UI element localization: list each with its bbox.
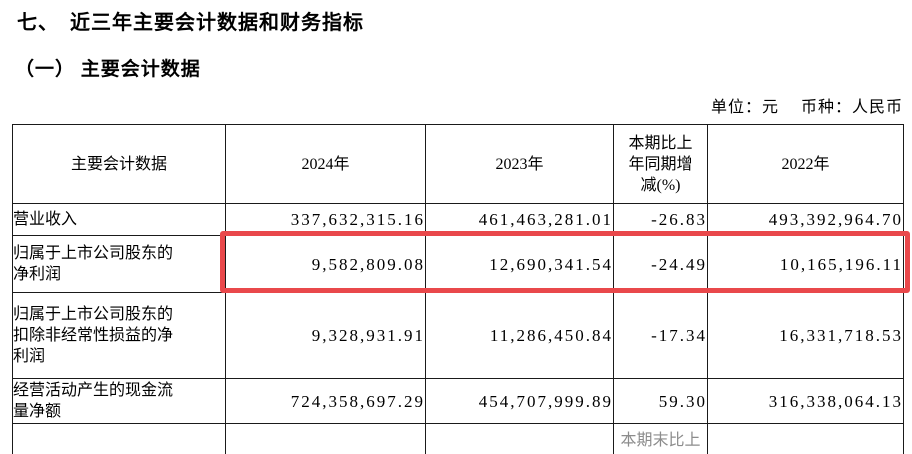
table-body: 营业收入 337,632,315.16 461,463,281.01 -26.8…: [12, 203, 904, 424]
table-header-row: 主要会计数据 2024年 2023年 本期比上年同期增减(%) 2022年: [12, 124, 904, 204]
cell-2023-value: 12,690,341.54: [425, 235, 614, 293]
table-row-highlighted: 归属于上市公司股东的净利润 9,582,809.08 12,690,341.54…: [12, 235, 904, 293]
cell-2022-value: 10,165,196.11: [707, 235, 904, 293]
table-partial-body: 本期末比上: [12, 423, 904, 454]
header-2024: 2024年: [225, 124, 426, 204]
cell-indicator-label: 经营活动产生的现金流量净额: [12, 378, 226, 424]
cell-2024-value: 9,328,931.91: [225, 292, 426, 379]
cell-2024-value: 9,582,809.08: [225, 235, 426, 293]
table-row: 归属于上市公司股东的扣除非经常性损益的净利润 9,328,931.91 11,2…: [12, 292, 904, 379]
header-change: 本期比上年同期增减(%): [613, 124, 708, 204]
section-title: 七、 近三年主要会计数据和财务指标: [17, 12, 364, 34]
table-row: 经营活动产生的现金流量净额 724,358,697.29 454,707,999…: [12, 378, 904, 424]
cell-2022-value: 16,331,718.53: [707, 292, 904, 379]
cell-2024-value: 724,358,697.29: [225, 378, 426, 424]
header-indicator: 主要会计数据: [12, 124, 226, 204]
subsection-title: （一） 主要会计数据: [15, 59, 201, 80]
unit-currency-note: 单位：元 币种：人民币: [710, 99, 903, 116]
cell-2024-value: 337,632,315.16: [225, 203, 426, 236]
cell-2022-value: 493,392,964.70: [707, 203, 904, 236]
partial-cell-change-hint: 本期末比上: [613, 423, 708, 454]
cell-indicator-label: 归属于上市公司股东的扣除非经常性损益的净利润: [12, 292, 226, 379]
cell-indicator-label: 营业收入: [12, 203, 226, 236]
header-2022: 2022年: [707, 124, 904, 204]
cell-change-value: -17.34: [613, 292, 708, 379]
cell-change-value: -26.83: [613, 203, 708, 236]
header-change-label: 本期比上年同期增减(%): [628, 134, 693, 194]
table-row: 营业收入 337,632,315.16 461,463,281.01 -26.8…: [12, 203, 904, 236]
cell-2023-value: 461,463,281.01: [425, 203, 614, 236]
partial-cell-2022: [707, 423, 904, 454]
cell-2022-value: 316,338,064.13: [707, 378, 904, 424]
cell-2023-value: 11,286,450.84: [425, 292, 614, 379]
cell-indicator-label: 归属于上市公司股东的净利润: [12, 235, 226, 293]
partial-cell-2024: [225, 423, 426, 454]
partial-cell-label: [12, 423, 226, 454]
cell-change-value: 59.30: [613, 378, 708, 424]
header-2023: 2023年: [425, 124, 614, 204]
cell-2023-value: 454,707,999.89: [425, 378, 614, 424]
partial-cell-2023: [425, 423, 614, 454]
cell-change-value: -24.49: [613, 235, 708, 293]
partial-next-row: 本期末比上: [12, 423, 904, 454]
accounting-data-table: 主要会计数据 2024年 2023年 本期比上年同期增减(%) 2022年 营业…: [12, 124, 904, 454]
